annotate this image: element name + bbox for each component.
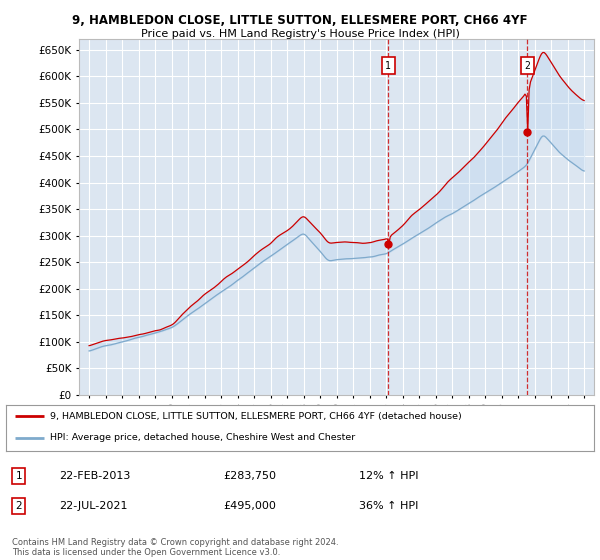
Text: 9, HAMBLEDON CLOSE, LITTLE SUTTON, ELLESMERE PORT, CH66 4YF (detached house): 9, HAMBLEDON CLOSE, LITTLE SUTTON, ELLES…	[50, 412, 462, 421]
Text: Contains HM Land Registry data © Crown copyright and database right 2024.
This d: Contains HM Land Registry data © Crown c…	[12, 538, 338, 557]
Text: 2: 2	[524, 60, 530, 71]
Text: 22-FEB-2013: 22-FEB-2013	[59, 471, 130, 481]
Text: 12% ↑ HPI: 12% ↑ HPI	[359, 471, 418, 481]
Text: HPI: Average price, detached house, Cheshire West and Chester: HPI: Average price, detached house, Ches…	[50, 433, 355, 442]
Text: 2: 2	[16, 501, 22, 511]
Text: £283,750: £283,750	[224, 471, 277, 481]
Text: 1: 1	[385, 60, 391, 71]
Text: £495,000: £495,000	[224, 501, 277, 511]
Text: 1: 1	[16, 471, 22, 481]
Text: 22-JUL-2021: 22-JUL-2021	[59, 501, 127, 511]
Text: 9, HAMBLEDON CLOSE, LITTLE SUTTON, ELLESMERE PORT, CH66 4YF: 9, HAMBLEDON CLOSE, LITTLE SUTTON, ELLES…	[72, 14, 528, 27]
Text: Price paid vs. HM Land Registry's House Price Index (HPI): Price paid vs. HM Land Registry's House …	[140, 29, 460, 39]
Text: 36% ↑ HPI: 36% ↑ HPI	[359, 501, 418, 511]
